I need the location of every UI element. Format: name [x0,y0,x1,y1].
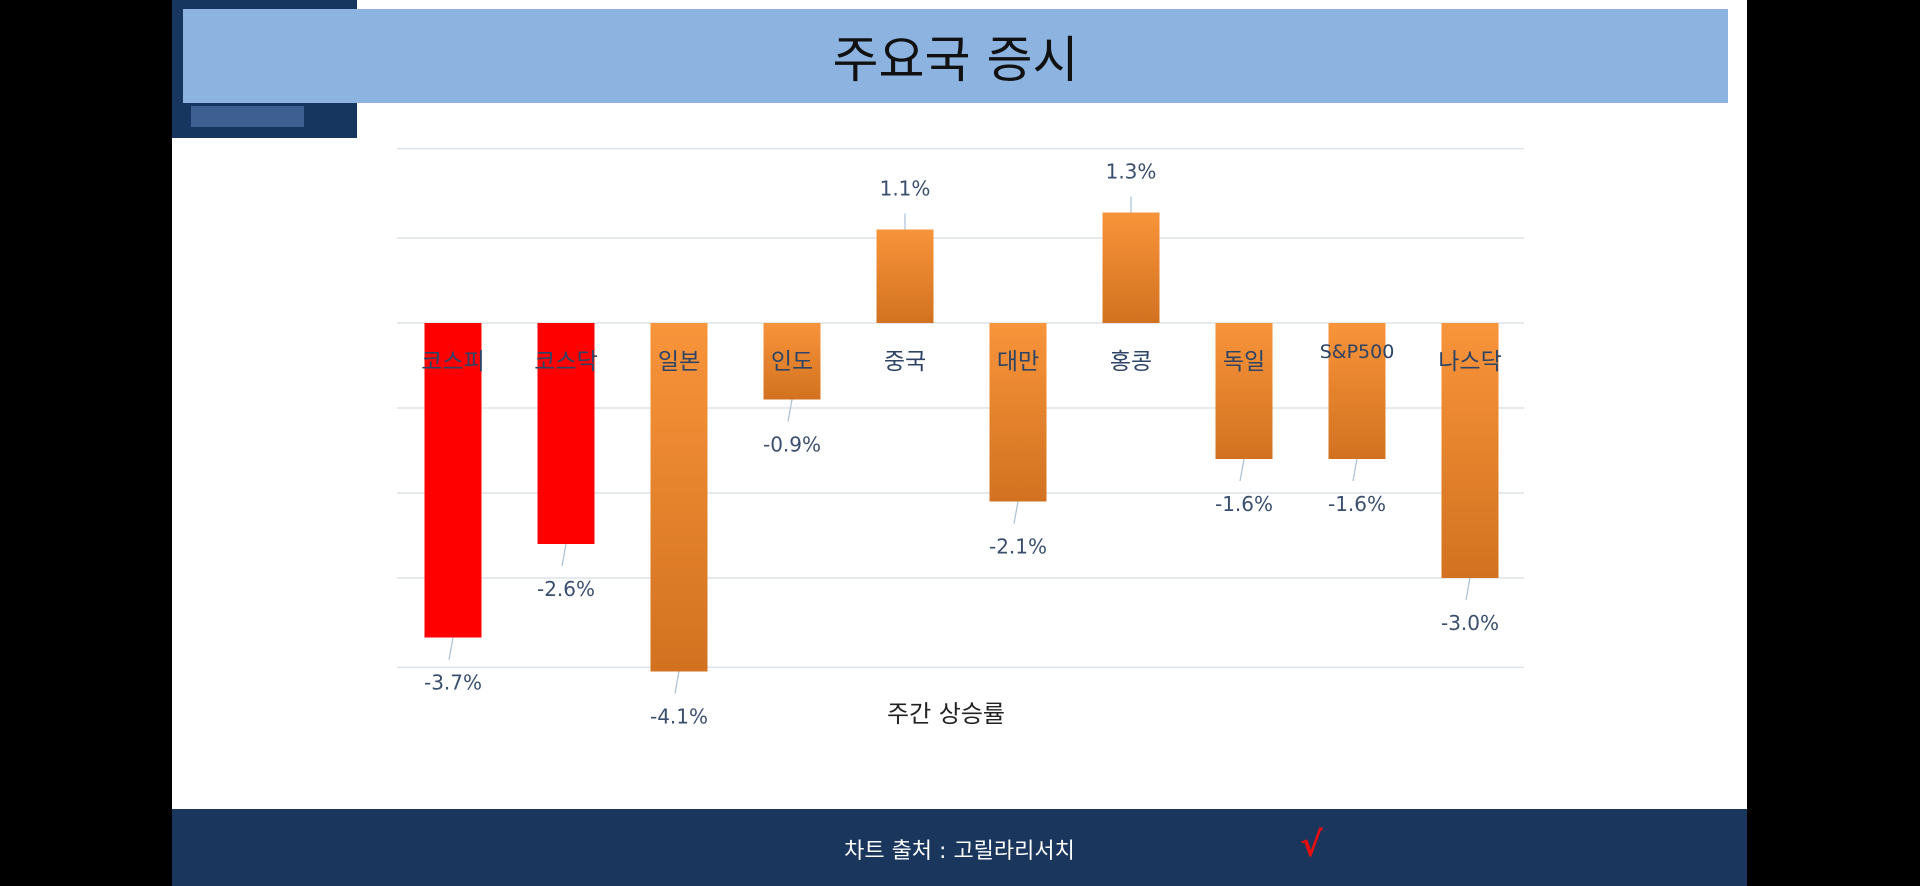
data-label: -2.6% [537,577,595,601]
bar [1441,323,1499,578]
category-label: 인도 [771,349,813,375]
bar [989,323,1047,502]
leader-line [1465,577,1471,601]
chart-source: 차트 출처 : 고릴라리서치 [844,839,1075,864]
category-label: 나스닥 [1438,349,1501,375]
leader-line [561,543,567,567]
title-bar: 주요국 증시 [183,9,1728,103]
bar-chart: -3.7% 코스피 -2.6% 코스닥 -4.1% 일본 -0.9% 인도 1.1% 중국 -2.1… [397,148,1524,729]
x-axis-title: 주간 상승률 [887,700,1005,728]
data-label: -3.0% [1441,611,1499,635]
bar [1328,323,1386,459]
slide-title: 주요국 증시 [832,31,1079,89]
data-label: -2.1% [989,535,1047,559]
category-label: 홍콩 [1110,349,1152,375]
data-label: -1.6% [1215,492,1273,516]
category-label: S&P500 [1320,341,1395,363]
slide: 주요국 증시 -3.7% 코스피 -2.6% 코스닥 -4.1% 일본 -0.9% 인도 1.1… [172,0,1747,886]
leader-line [448,637,454,660]
leader-line [787,399,793,422]
bar [1102,212,1160,323]
bar [876,229,934,323]
bar [650,323,708,672]
category-label: 대만 [997,349,1039,375]
category-label: 코스피 [421,349,484,375]
data-label: -0.9% [763,433,821,457]
category-label: 일본 [658,349,700,375]
leader-line [1013,501,1019,524]
bar [763,323,821,400]
category-label: 코스닥 [534,349,597,375]
leader-line [674,671,680,694]
leader-line [1239,458,1245,482]
check-mark-icon: √ [1300,825,1323,865]
bar [537,323,595,544]
data-label: 1.1% [880,177,931,201]
data-label: -1.6% [1328,492,1386,516]
category-label: 중국 [884,349,926,375]
data-label: -4.1% [650,705,708,729]
data-label: 1.3% [1106,160,1157,184]
footer: 차트 출처 : 고릴라리서치 √ [172,809,1747,886]
data-label: -3.7% [424,671,482,695]
bar [1215,323,1273,459]
bar [424,323,482,638]
corner-inner-decoration [191,106,304,127]
category-label: 독일 [1223,349,1265,375]
leader-line [1352,458,1358,482]
